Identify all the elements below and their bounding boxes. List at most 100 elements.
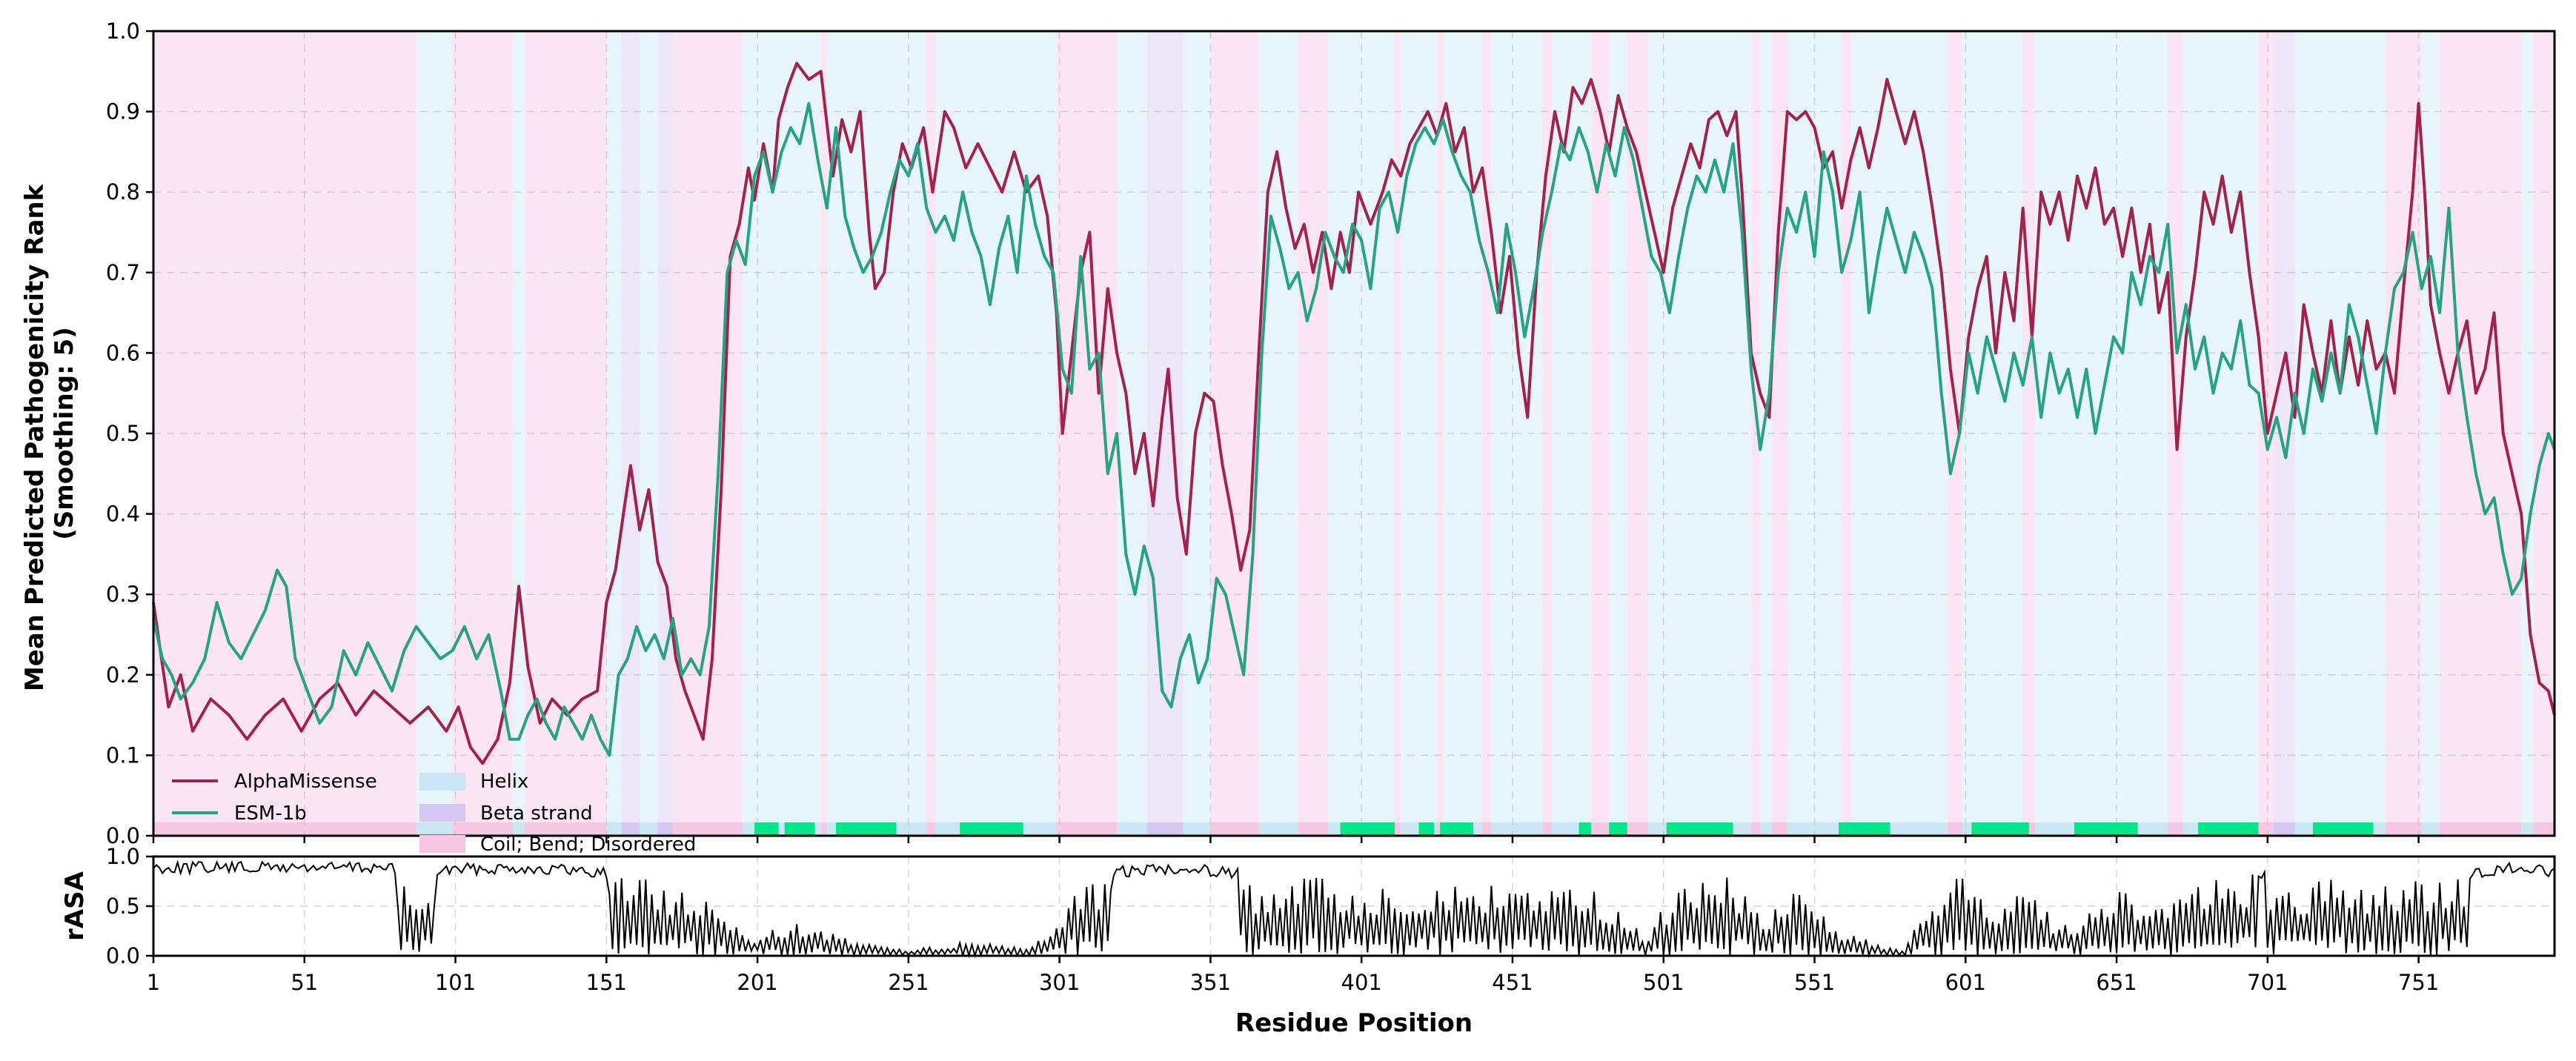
domain-segment-2 <box>836 822 897 836</box>
legend-label-helix: Helix <box>480 771 528 793</box>
legend-swatch-helix <box>419 773 465 791</box>
top-ytick-label-2: 0.2 <box>106 662 140 688</box>
domain-segment-13 <box>2198 822 2259 836</box>
top-ytick-label-10: 1.0 <box>106 19 140 44</box>
region-strip-36 <box>1760 822 1773 836</box>
top-ytick-label-0: 0.0 <box>106 823 140 848</box>
region-strip-47 <box>2258 822 2274 836</box>
region-strip-0 <box>153 822 416 836</box>
domain-segment-11 <box>1971 822 2029 836</box>
domain-segment-14 <box>2312 822 2374 836</box>
bottom-y-ticks: 0.0 0.5 1.0 <box>106 844 153 968</box>
region-strip-51 <box>2421 822 2440 836</box>
region-17 <box>1146 31 1184 836</box>
region-strip-29 <box>1542 822 1552 836</box>
legend-label-alphamissense: AlphaMissense <box>234 771 377 793</box>
x-axis-title: Residue Position <box>1235 1008 1473 1038</box>
top-ytick-label-4: 0.4 <box>106 502 140 527</box>
domain-segment-9 <box>1666 822 1733 836</box>
bottom-xtick-label-3: 151 <box>586 970 627 995</box>
top-ytick-label-6: 0.6 <box>106 340 140 365</box>
bottom-xtick-label-2: 101 <box>435 970 476 995</box>
region-strip-21 <box>1298 822 1329 836</box>
bottom-xtick-label-13: 651 <box>2096 970 2137 995</box>
bottom-xtick-label-11: 551 <box>1794 970 1835 995</box>
bottom-xtick-label-7: 351 <box>1190 970 1231 995</box>
region-strip-53 <box>2521 822 2534 836</box>
bottom-xtick-label-15: 751 <box>2398 970 2439 995</box>
region-36 <box>1760 31 1773 836</box>
bottom-xtick-label-14: 701 <box>2247 970 2288 995</box>
region-strip-11 <box>820 822 827 836</box>
legend-label-beta-strand: Beta strand <box>480 802 593 825</box>
domain-segment-6 <box>1440 822 1473 836</box>
top-y-axis-title-line-2: (Smoothing: 5) <box>50 327 79 539</box>
region-strip-48 <box>2273 822 2295 836</box>
top-y-ticks: 0.0 0.1 0.2 0.3 0.4 0.5 0.6 0.7 0.8 0.9 1.0 <box>106 19 153 848</box>
bottom-y-axis-title: rASA <box>60 871 90 941</box>
region-strip-2 <box>452 822 513 836</box>
series-line-esm1b <box>152 102 2556 757</box>
bottom-ytick-label-0: 0.0 <box>106 943 140 968</box>
bottom-ytick-label-1: 0.5 <box>106 894 140 919</box>
region-strip-25 <box>1437 822 1444 836</box>
region-39 <box>1842 31 1851 836</box>
region-strip-45 <box>2168 822 2183 836</box>
top-ytick-label-9: 0.9 <box>106 99 140 124</box>
bottom-x-ticks: 1 51 101 151 201 251 301 351 401 451 501 551 601 651 7… <box>147 956 2439 995</box>
top-y-axis-title: Mean Predicted Pathogenicity Rank (Smoot… <box>20 176 79 691</box>
legend-swatch-beta-strand <box>419 804 465 822</box>
bottom-xtick-label-8: 401 <box>1341 970 1382 995</box>
domain-segment-1 <box>784 822 815 836</box>
region-strip-9 <box>672 822 743 836</box>
top-ytick-label-5: 0.5 <box>106 421 140 446</box>
rasa-series <box>153 859 2555 959</box>
bottom-xtick-label-12: 601 <box>1945 970 1986 995</box>
region-strip-37 <box>1772 822 1787 836</box>
bottom-xtick-label-0: 1 <box>147 970 160 995</box>
region-strip-17 <box>1146 822 1184 836</box>
region-strip-1 <box>416 822 453 836</box>
domain-segment-8 <box>1609 822 1627 836</box>
rasa-panel: 0.00.51.0 1 51 101 151 201 251 301 351 401 451 501… <box>60 844 2556 1038</box>
region-strip-27 <box>1482 822 1492 836</box>
domain-segment-4 <box>1340 822 1395 836</box>
top-y-axis-title-line-1: Mean Predicted Pathogenicity Rank <box>20 183 50 691</box>
top-ytick-label-8: 0.8 <box>106 179 140 204</box>
region-strip-13 <box>926 822 936 836</box>
bottom-xtick-label-1: 51 <box>291 970 318 995</box>
top-ytick-label-3: 0.3 <box>106 582 140 607</box>
domain-segment-10 <box>1839 822 1890 836</box>
domain-segment-7 <box>1579 822 1591 836</box>
legend-label-coil: Coil; Bend; Disordered <box>480 834 696 856</box>
region-0 <box>153 31 416 836</box>
legend-label-esm1b: ESM-1b <box>234 802 307 825</box>
domain-segment-12 <box>2074 822 2138 836</box>
domain-segment-3 <box>960 822 1023 836</box>
region-strip-6 <box>621 822 640 836</box>
top-grid <box>153 31 2555 836</box>
pathogenicity-panel: 0.0 0.1 0.2 0.3 0.4 0.5 0.6 0.7 0.8 0.9 1.0 Mean P… <box>20 19 2556 856</box>
region-strip-52 <box>2440 822 2522 836</box>
domain-segment-0 <box>754 822 779 836</box>
region-strip-16 <box>1117 822 1147 836</box>
legend-swatch-coil <box>419 835 465 853</box>
region-strip-41 <box>1947 822 1963 836</box>
bottom-ytick-label-2: 1.0 <box>106 844 140 869</box>
region-24 <box>1401 31 1438 836</box>
region-strip-33 <box>1627 822 1649 836</box>
top-ytick-label-7: 0.7 <box>106 260 140 285</box>
region-strip-3 <box>512 822 525 836</box>
domain-segment-5 <box>1418 822 1434 836</box>
region-strip-4 <box>525 822 607 836</box>
bottom-xtick-label-6: 301 <box>1039 970 1080 995</box>
bottom-xtick-label-4: 201 <box>737 970 777 995</box>
region-27 <box>1482 31 1492 836</box>
region-strip-35 <box>1750 822 1761 836</box>
region-strip-31 <box>1590 822 1610 836</box>
domain-track <box>754 822 2374 836</box>
region-strip-20 <box>1258 822 1298 836</box>
region-strip-19 <box>1210 822 1259 836</box>
region-strip-54 <box>2533 822 2555 836</box>
